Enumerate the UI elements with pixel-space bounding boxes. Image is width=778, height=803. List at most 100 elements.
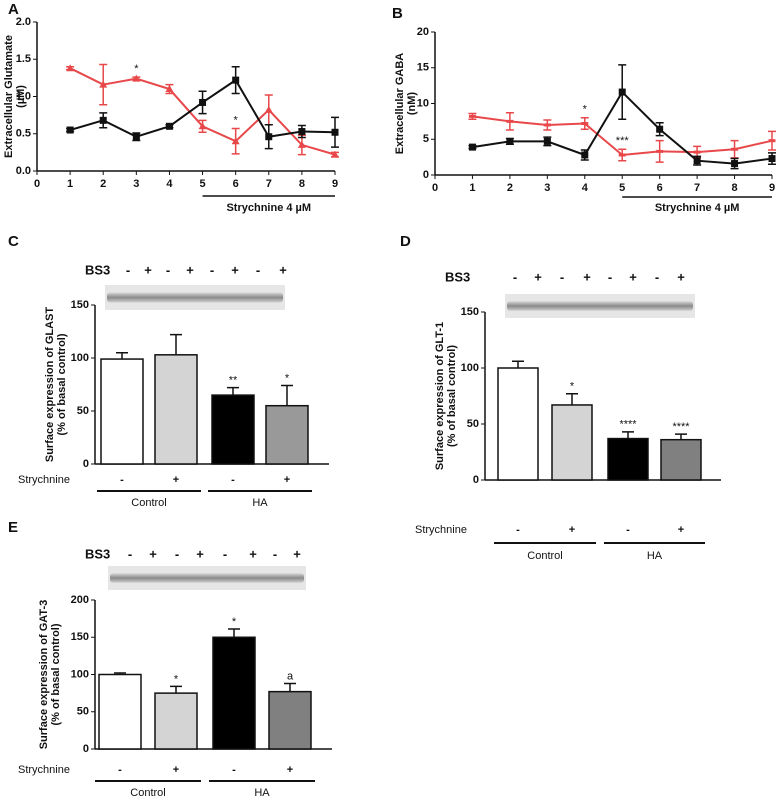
bar: [265, 404, 309, 465]
x-tick-label: 7: [266, 178, 272, 190]
marker: [232, 76, 240, 84]
group-label: Control: [527, 550, 562, 562]
x-tick-label: -: [232, 764, 236, 776]
y-tick-label: 10: [417, 97, 429, 109]
blot-lane-label: -: [608, 269, 612, 284]
x-tick-label: +: [284, 474, 290, 486]
y-tick-label: 100: [71, 668, 89, 680]
x-tick-label: -: [626, 524, 630, 536]
significance-label: *: [570, 381, 575, 393]
treatment-label: Strychnine 4 µM: [655, 202, 740, 214]
marker: [99, 116, 107, 124]
x-tick-label: 5: [619, 182, 625, 194]
marker: [731, 160, 739, 168]
x-tick-label: 2: [507, 182, 513, 194]
blot-lane-label: +: [231, 262, 239, 277]
marker: [581, 151, 589, 159]
group-label: Control: [131, 497, 166, 509]
y-tick-label: 0.0: [16, 165, 31, 177]
error-bar: [675, 433, 687, 440]
x-tick-label: 3: [544, 182, 550, 194]
x-tick-label: -: [120, 474, 124, 486]
panel: A Extracellular Glutamate (µM) 0.0 0.5 1.0 1.5…: [3, 1, 339, 214]
y-axis-label: Extracellular Glutamate: [3, 35, 15, 158]
blot-band: [110, 573, 304, 583]
marker: [165, 122, 173, 130]
y-axis-label: (nM): [406, 92, 418, 116]
marker: [231, 137, 240, 145]
marker: [99, 80, 108, 88]
blot-lane-label: -: [655, 269, 659, 284]
blot-label: BS3: [445, 269, 470, 284]
group-label: HA: [252, 497, 268, 509]
blot-band: [507, 301, 693, 311]
bar: [607, 437, 649, 481]
treatment-label: Strychnine 4 µM: [226, 202, 311, 214]
blot-lane-label: +: [186, 262, 194, 277]
panel: B Extracellular GABA (nM) 0 5 10 15 20 0 1 2 3 4 5 6 7 8…: [392, 5, 776, 214]
marker: [693, 157, 701, 165]
x-tick-label: 6: [233, 178, 239, 190]
blot-label: BS3: [85, 546, 110, 561]
marker: [165, 85, 174, 93]
bar: [660, 438, 702, 481]
panel-letter: D: [400, 233, 411, 250]
x-tick-label: 0: [432, 182, 438, 194]
x-tick-label: 7: [694, 182, 700, 194]
bar: [154, 354, 198, 465]
row-label: Strychnine: [18, 764, 70, 776]
group-label: HA: [647, 550, 663, 562]
error-bar: [566, 393, 578, 405]
x-tick-label: 8: [299, 178, 305, 190]
panel: E Surface expression of GAT-3 (% of basal …: [8, 519, 332, 799]
error-bar: [228, 628, 240, 638]
blot-lane-label: +: [149, 546, 157, 561]
x-tick-label: +: [678, 524, 684, 536]
significance-label: *: [232, 616, 237, 628]
marker: [581, 122, 589, 126]
bar: [100, 358, 144, 465]
blot-lane-label: +: [629, 269, 637, 284]
marker: [331, 128, 339, 136]
marker: [768, 155, 776, 163]
x-tick-label: 4: [166, 178, 173, 190]
y-axis-label: (% of basal control): [56, 333, 68, 435]
blot-lane-label: +: [677, 269, 685, 284]
marker: [66, 126, 74, 134]
error-bar: [284, 682, 296, 692]
marker: [656, 149, 664, 153]
marker: [618, 153, 626, 157]
x-tick-label: 2: [100, 178, 106, 190]
marker: [265, 133, 273, 141]
row-label: Strychnine: [18, 474, 70, 486]
y-tick-label: 20: [417, 26, 429, 38]
blot-lane-label: +: [144, 262, 152, 277]
blot-label: BS3: [85, 262, 110, 277]
y-tick-label: 100: [71, 352, 89, 364]
y-axis-label: Surface expression of GLT-1: [434, 322, 446, 470]
y-axis-label: (% of basal control): [446, 345, 458, 447]
x-tick-label: 0: [34, 178, 40, 190]
marker: [543, 123, 551, 127]
y-tick-label: 0.5: [16, 128, 31, 140]
x-tick-label: +: [569, 524, 575, 536]
marker: [506, 137, 514, 145]
y-tick-label: 150: [71, 299, 89, 311]
marker: [618, 88, 626, 96]
marker: [543, 137, 551, 145]
x-tick-label: 1: [67, 178, 73, 190]
marker: [298, 128, 306, 136]
bar: [154, 692, 198, 750]
x-tick-label: 9: [332, 178, 338, 190]
significance-label: *: [134, 63, 139, 75]
blot-lane-label: -: [273, 546, 277, 561]
panel-letter: B: [392, 5, 403, 22]
y-axis-label: (% of basal control): [50, 623, 62, 725]
bar: [98, 673, 142, 750]
x-tick-label: 6: [657, 182, 663, 194]
panel-letter: A: [8, 1, 19, 18]
bar: [212, 636, 256, 750]
blot-lane-label: -: [513, 269, 517, 284]
blot-lane-label: +: [249, 546, 257, 561]
